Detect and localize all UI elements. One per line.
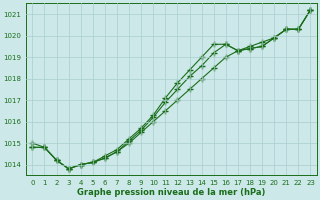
X-axis label: Graphe pression niveau de la mer (hPa): Graphe pression niveau de la mer (hPa): [77, 188, 266, 197]
